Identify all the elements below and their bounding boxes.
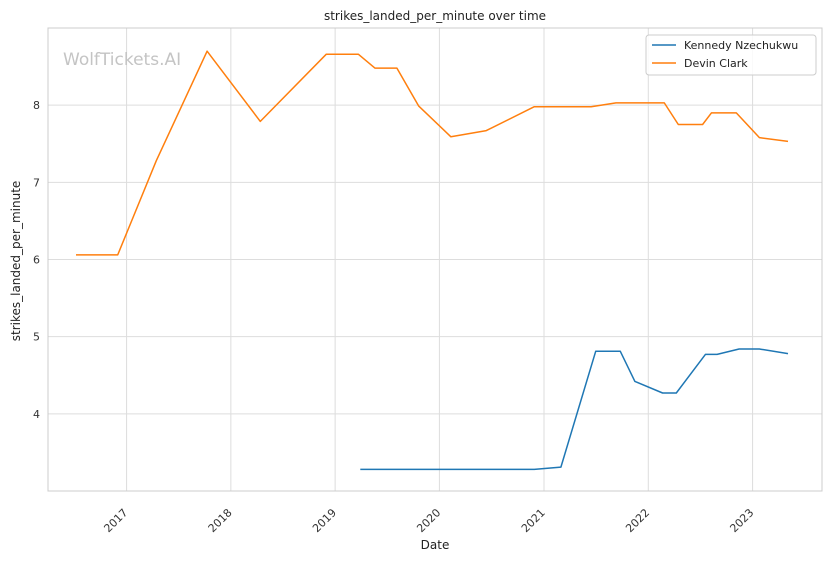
y-tick-label: 4 (33, 408, 40, 421)
legend: Kennedy Nzechukwu Devin Clark (645, 34, 817, 76)
plot-frame (47, 27, 823, 492)
series-line-0 (360, 348, 789, 471)
series-line-1 (76, 50, 789, 256)
y-tick-label: 7 (33, 176, 40, 189)
series-group (76, 50, 789, 471)
grid (48, 28, 822, 491)
watermark-text: WolfTickets.AI (63, 50, 181, 70)
y-tick-label: 6 (33, 254, 40, 267)
legend-label-1: Devin Clark (684, 57, 748, 70)
legend-label-0: Kennedy Nzechukwu (684, 39, 798, 52)
x-axis-label: Date (421, 538, 450, 552)
y-axis-label: strikes_landed_per_minute (9, 181, 23, 342)
y-axis-ticks: 4 5 6 7 8 (33, 99, 40, 421)
y-tick-label: 5 (33, 331, 40, 344)
y-tick-label: 8 (33, 99, 40, 112)
chart-title: strikes_landed_per_minute over time (324, 9, 546, 23)
legend-box (645, 34, 817, 76)
